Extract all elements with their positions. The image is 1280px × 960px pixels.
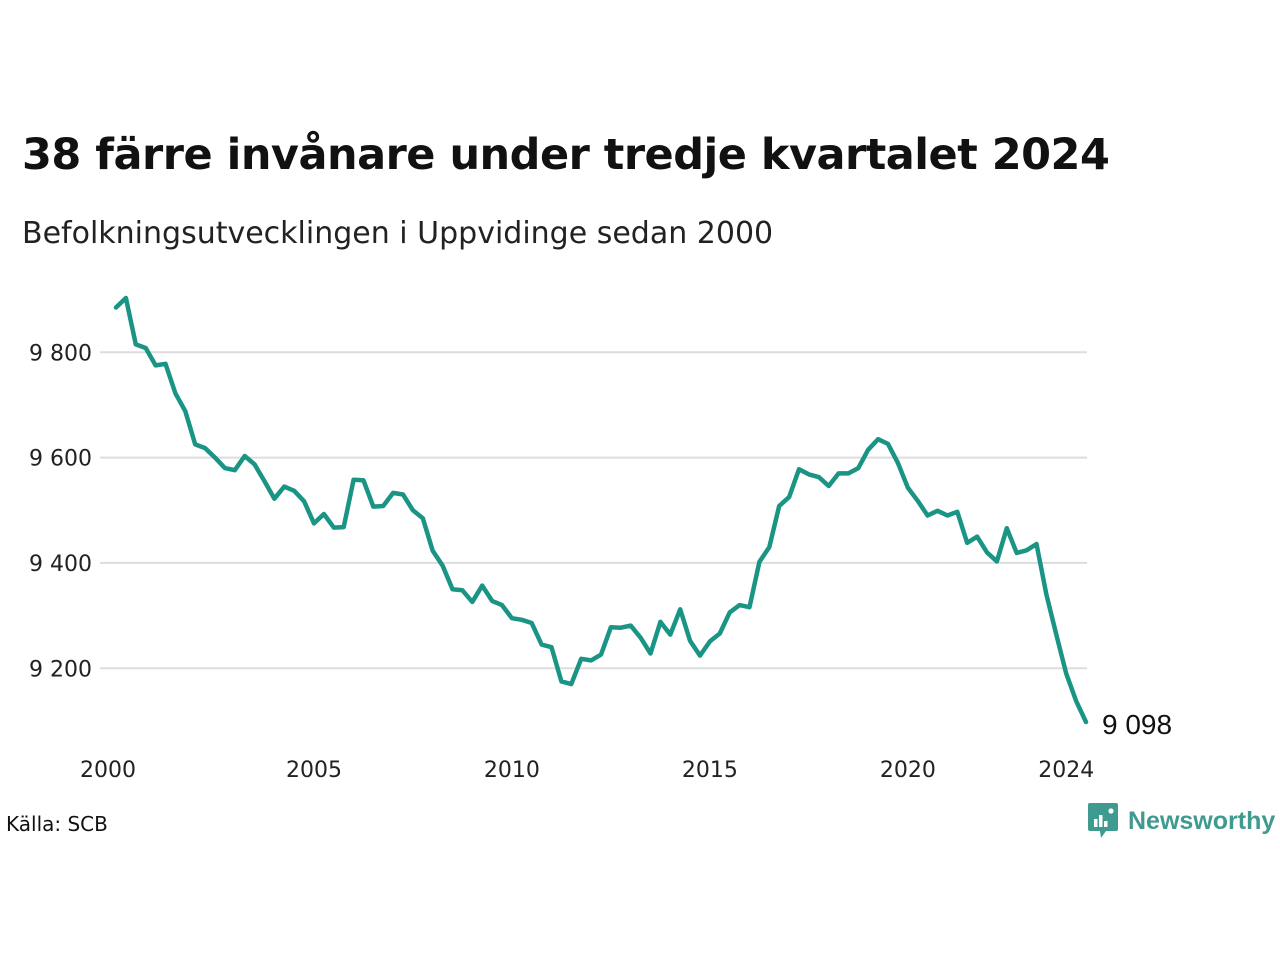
- gridlines: [100, 351, 1087, 670]
- newsworthy-logo-icon: [1088, 803, 1118, 838]
- y-tick-label: 9 400: [29, 552, 92, 577]
- x-tick-label: 2020: [880, 758, 936, 783]
- y-tick-label: 9 600: [29, 447, 92, 472]
- x-tick-label: 2005: [286, 758, 342, 783]
- y-tick-label: 9 200: [29, 657, 92, 682]
- population-line: [113, 295, 1089, 725]
- chart-subtitle: Befolkningsutvecklingen i Uppvidinge sed…: [22, 216, 774, 251]
- brand-name: Newsworthy: [1128, 806, 1276, 835]
- brand-logo: Newsworthy: [1088, 803, 1275, 839]
- source-note: Källa: SCB: [6, 812, 108, 836]
- x-tick-label: 2000: [80, 758, 136, 783]
- x-tick-label: 2024: [1038, 758, 1094, 783]
- chart-title: 38 färre invånare under tredje kvartalet…: [22, 130, 1110, 180]
- x-axis-ticks: 2000 2005 2010 2015 2020 2024: [80, 758, 1094, 783]
- y-tick-label: 9 800: [29, 341, 92, 366]
- x-tick-label: 2010: [484, 758, 540, 783]
- x-tick-label: 2015: [682, 758, 738, 783]
- end-value-label: 9 098: [1102, 709, 1172, 740]
- y-axis-ticks: 9 200 9 400 9 600 9 800: [29, 341, 92, 682]
